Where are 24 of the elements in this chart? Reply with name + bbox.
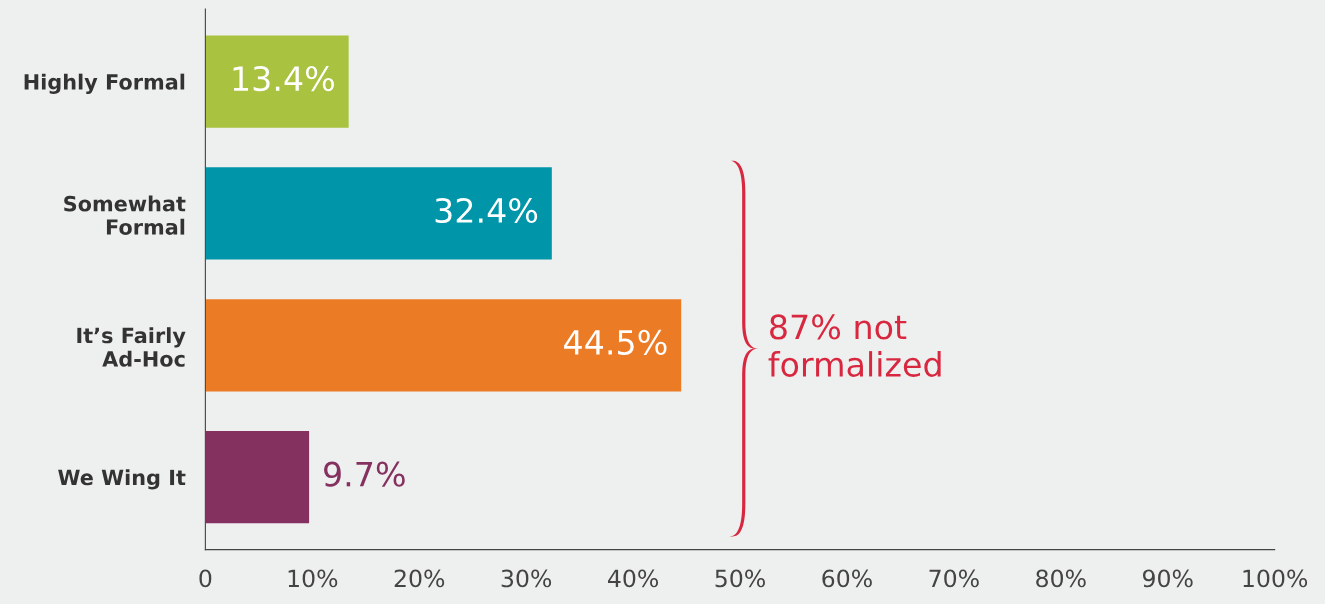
x-tick-label: 80% [1036, 569, 1086, 588]
x-tick-label: 20% [394, 569, 445, 588]
y-tick-label: It’s Fairly Ad-Hoc [77, 327, 186, 367]
x-tick-label: 0 [199, 569, 212, 588]
bar [205, 167, 552, 260]
x-tick-label: 10% [288, 569, 338, 588]
y-tick-label: Highly Formal [24, 73, 185, 94]
y-tick-label: Somewhat Formal [64, 195, 186, 235]
data-label: 32.4% [435, 197, 538, 224]
bar [205, 430, 310, 524]
x-tick-label: 40% [608, 569, 659, 588]
x-tick-label: 30% [501, 569, 552, 588]
bar [205, 299, 682, 392]
y-tick-label: We Wing It [58, 469, 186, 490]
data-label: 44.5% [564, 329, 667, 355]
data-label: 13.4% [233, 66, 334, 92]
x-tick-label: 70% [929, 569, 979, 588]
x-tick-label: 50% [715, 569, 765, 588]
data-label: 9.7% [324, 461, 405, 487]
annotation: 87% not formalized [768, 314, 941, 377]
x-tick-label: 90% [1142, 569, 1193, 588]
bar [205, 35, 349, 128]
x-tick-label: 60% [822, 569, 872, 588]
x-tick-label: 100% [1243, 569, 1308, 588]
